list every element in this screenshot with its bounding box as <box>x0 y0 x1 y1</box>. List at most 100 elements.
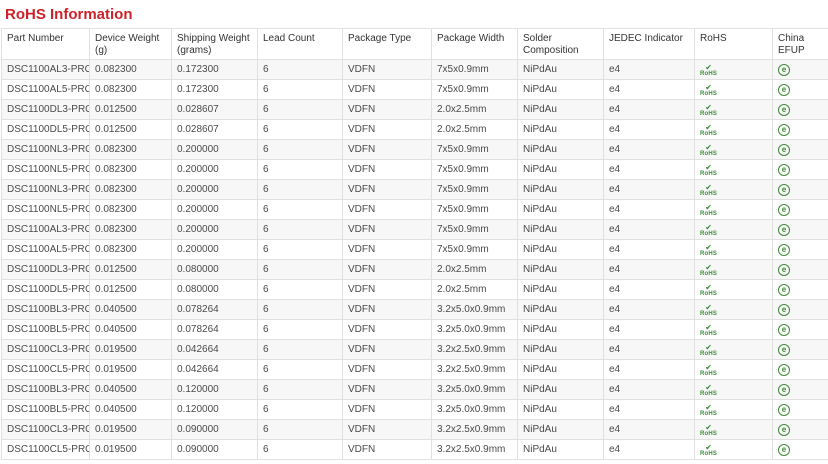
china-efup-icon: e <box>778 63 790 76</box>
cell-rohs: ✔ RoHS <box>694 239 773 260</box>
cell-rohs: ✔ RoHS <box>694 379 773 400</box>
cell-package-type: VDFN <box>342 239 432 260</box>
cell-jedec-indicator: e4 <box>603 219 695 240</box>
cell-package-width: 7x5x0.9mm <box>431 219 518 240</box>
rohs-table-body: DSC1100AL3-PROG 0.082300 0.172300 6 VDFN… <box>1 59 828 460</box>
check-icon: ✔ <box>705 63 712 72</box>
cell-package-type: VDFN <box>342 359 432 380</box>
cell-shipping-weight: 0.078264 <box>171 299 258 320</box>
efup-glyph: e <box>781 164 787 174</box>
cell-package-type: VDFN <box>342 159 432 180</box>
cell-lead-count: 6 <box>257 139 343 160</box>
cell-jedec-indicator: e4 <box>603 319 695 340</box>
rohs-leaf-icon: ✔ RoHS <box>700 444 718 458</box>
page-title: RoHS Information <box>5 6 133 23</box>
cell-jedec-indicator: e4 <box>603 299 695 320</box>
efup-glyph: e <box>781 124 787 134</box>
cell-rohs: ✔ RoHS <box>694 119 773 140</box>
china-efup-icon: e <box>778 403 790 416</box>
cell-package-type: VDFN <box>342 199 432 220</box>
cell-china-efup: e <box>772 259 828 280</box>
cell-solder-composition: NiPdAu <box>517 359 604 380</box>
rohs-leaf-icon: ✔ RoHS <box>700 203 717 218</box>
cell-shipping-weight: 0.200000 <box>171 239 258 260</box>
table-row: DSC1100NL5-PROG 0.082300 0.200000 6 VDFN… <box>1 159 828 180</box>
cell-device-weight: 0.082300 <box>89 219 172 240</box>
cell-package-width: 3.2x5.0x0.9mm <box>431 299 518 320</box>
cell-jedec-indicator: e4 <box>603 59 695 80</box>
cell-device-weight: 0.019500 <box>89 439 172 460</box>
check-icon: ✔ <box>705 303 712 312</box>
cell-rohs: ✔ RoHS <box>694 139 773 160</box>
cell-package-type: VDFN <box>342 179 432 200</box>
check-icon: ✔ <box>705 123 712 132</box>
check-icon: ✔ <box>705 403 712 412</box>
cell-device-weight: 0.040500 <box>89 399 172 420</box>
china-efup-icon: e <box>778 363 790 376</box>
cell-rohs: ✔ RoHS <box>694 299 773 320</box>
cell-jedec-indicator: e4 <box>603 259 695 280</box>
cell-jedec-indicator: e4 <box>603 179 695 200</box>
cell-part-number: DSC1100BL3-PROGT <box>1 379 90 400</box>
cell-rohs: ✔ RoHS <box>694 419 773 440</box>
rohs-leaf-icon: ✔ RoHS <box>700 183 717 198</box>
cell-package-width: 7x5x0.9mm <box>431 179 518 200</box>
cell-package-width: 7x5x0.9mm <box>431 59 518 80</box>
cell-china-efup: e <box>772 179 828 200</box>
cell-rohs: ✔ RoHS <box>694 399 773 420</box>
china-efup-icon: e <box>778 303 790 316</box>
cell-rohs: ✔ RoHS <box>694 99 773 120</box>
china-efup-icon: e <box>778 283 790 296</box>
efup-glyph: e <box>781 64 787 74</box>
cell-shipping-weight: 0.172300 <box>171 79 258 100</box>
cell-lead-count: 6 <box>257 239 343 260</box>
rohs-icon-label: RoHS <box>700 171 718 177</box>
rohs-leaf-icon: ✔ RoHS <box>700 324 717 338</box>
check-icon: ✔ <box>705 203 712 212</box>
cell-package-type: VDFN <box>342 119 432 140</box>
cell-part-number: DSC1100AL5-PROGT <box>1 239 90 260</box>
check-icon: ✔ <box>705 143 712 152</box>
cell-china-efup: e <box>772 379 828 400</box>
efup-glyph: e <box>781 264 787 274</box>
cell-shipping-weight: 0.200000 <box>171 219 258 240</box>
cell-shipping-weight: 0.078264 <box>171 319 258 340</box>
cell-package-type: VDFN <box>342 379 432 400</box>
rohs-icon-label: RoHS <box>700 451 718 457</box>
cell-lead-count: 6 <box>257 159 343 180</box>
check-icon: ✔ <box>705 183 712 192</box>
rohs-icon-label: RoHS <box>700 271 718 277</box>
rohs-icon-label: RoHS <box>700 111 718 117</box>
cell-package-type: VDFN <box>342 439 432 460</box>
cell-jedec-indicator: e4 <box>603 359 695 380</box>
china-efup-icon: e <box>778 263 790 276</box>
rohs-leaf-icon: ✔ RoHS <box>700 384 717 398</box>
col-header-package-type: Package Type <box>342 28 432 60</box>
china-efup-icon: e <box>778 223 790 236</box>
cell-shipping-weight: 0.200000 <box>171 179 258 200</box>
cell-china-efup: e <box>772 59 828 80</box>
check-icon: ✔ <box>705 103 712 112</box>
cell-part-number: DSC1100CL5-PROG <box>1 359 90 380</box>
cell-shipping-weight: 0.028607 <box>171 99 258 120</box>
table-row: DSC1100CL3-PROGT 0.019500 0.090000 6 VDF… <box>1 419 828 440</box>
cell-shipping-weight: 0.080000 <box>171 279 258 300</box>
cell-package-width: 7x5x0.9mm <box>431 139 518 160</box>
rohs-icon-label: RoHS <box>700 91 718 97</box>
cell-part-number: DSC1100DL3-PROG <box>1 99 90 120</box>
efup-glyph: e <box>781 144 787 154</box>
cell-part-number: DSC1100AL5-PROG <box>1 79 90 100</box>
table-row: DSC1100BL5-PROG 0.040500 0.078264 6 VDFN… <box>1 319 828 340</box>
cell-package-type: VDFN <box>342 339 432 360</box>
efup-glyph: e <box>781 384 787 394</box>
cell-solder-composition: NiPdAu <box>517 419 604 440</box>
cell-shipping-weight: 0.042664 <box>171 339 258 360</box>
table-row: DSC1100DL3-PROGT 0.012500 0.080000 6 VDF… <box>1 259 828 280</box>
china-efup-icon: e <box>778 343 790 356</box>
china-efup-icon: e <box>778 123 790 136</box>
table-row: DSC1100CL3-PROG 0.019500 0.042664 6 VDFN… <box>1 339 828 360</box>
cell-device-weight: 0.019500 <box>89 359 172 380</box>
cell-lead-count: 6 <box>257 439 343 460</box>
cell-package-width: 2.0x2.5mm <box>431 119 518 140</box>
cell-jedec-indicator: e4 <box>603 119 695 140</box>
